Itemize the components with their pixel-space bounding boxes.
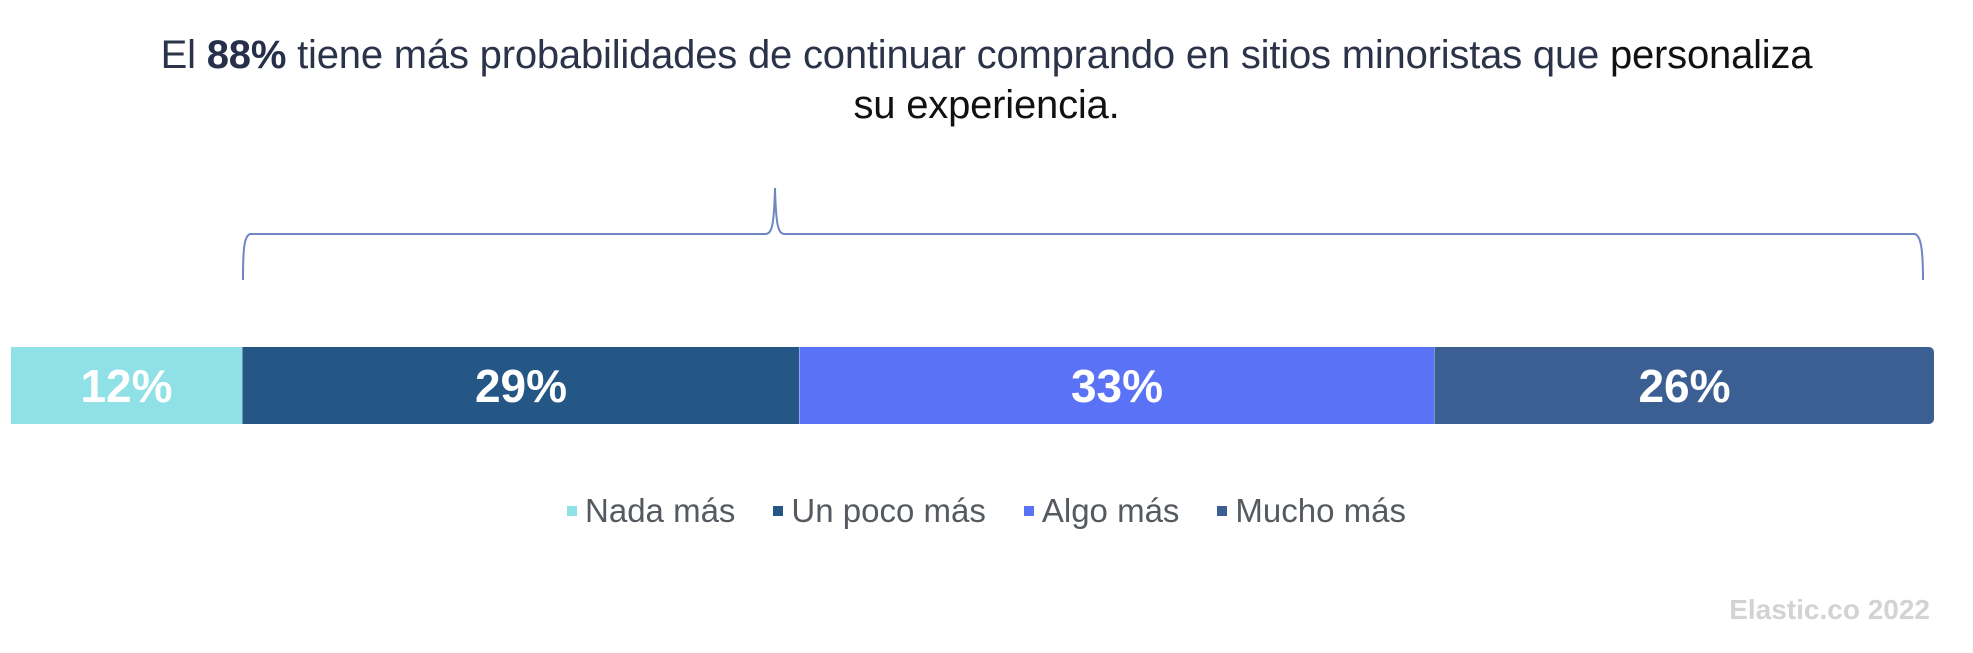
legend-label: Un poco más [791, 492, 986, 529]
title-line-2: su experiencia. [853, 83, 1120, 127]
segment-label: 33% [1070, 359, 1164, 412]
title-highlight: 88% [206, 33, 287, 77]
legend: Nada más Un poco más Algo más Mucho más [0, 492, 1973, 530]
title-middle: tiene más probabilidades de continuar co… [286, 33, 1610, 77]
bar-segment-mucho-mas: 26% [1434, 347, 1934, 424]
bar-segment-un-poco-mas: 29% [242, 347, 799, 424]
stacked-bar: 12% 29% 33% 26% [11, 347, 1934, 424]
title-prefix: El [160, 33, 207, 77]
source-watermark: Elastic.co 2022 [1729, 594, 1930, 625]
legend-item-un-poco-mas: Un poco más [773, 492, 986, 530]
legend-label: Algo más [1041, 492, 1180, 529]
segment-label: 12% [80, 359, 173, 412]
bar-segment-nada-mas: 12% [11, 347, 242, 424]
legend-label: Nada más [585, 492, 736, 529]
legend-swatch-icon [773, 506, 784, 516]
legend-item-nada-mas: Nada más [567, 492, 735, 530]
chart-title: El 88% tiene más probabilidades de conti… [0, 30, 1973, 130]
bar-segment-algo-mas: 33% [799, 347, 1434, 424]
segment-label: 29% [474, 359, 568, 412]
legend-item-algo-mas: Algo más [1023, 492, 1180, 530]
title-tail: personaliza [1609, 33, 1813, 77]
legend-label: Mucho más [1235, 492, 1406, 529]
legend-swatch-icon [567, 506, 578, 516]
curly-bracket-annotation [242, 187, 1924, 281]
legend-item-mucho-mas: Mucho más [1217, 492, 1406, 530]
segment-label: 26% [1638, 359, 1731, 412]
legend-swatch-icon [1217, 506, 1228, 516]
title-line-1: El 88% tiene más probabilidades de conti… [0, 30, 1973, 80]
legend-swatch-icon [1023, 506, 1034, 516]
